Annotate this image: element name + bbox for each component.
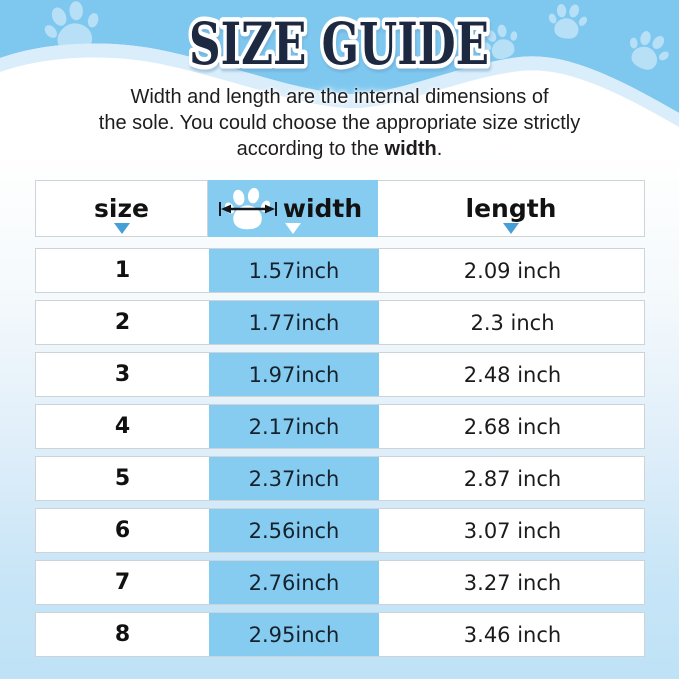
down-triangle-icon — [113, 223, 130, 234]
size-cell: 8 — [114, 622, 131, 647]
wave-background — [0, 0, 679, 127]
table-row: 1 1.57inch 2.09 inch — [35, 248, 645, 293]
length-cell: 3.07 inch — [463, 518, 562, 543]
description-line3-suffix: . — [436, 138, 443, 160]
description-line3-prefix: according to the — [236, 138, 385, 160]
header-banner: SIZE GUIDE — [0, 0, 679, 150]
width-cell: 2.56inch — [209, 509, 379, 552]
size-table: size width — [35, 180, 645, 657]
width-cell: 1.97inch — [209, 353, 379, 396]
description-line: the sole. You could choose the appropria… — [98, 112, 581, 134]
description-line: Width and length are the internal dimens… — [130, 86, 549, 108]
table-row: 5 2.37inch 2.87 inch — [35, 456, 645, 501]
length-header-label: length — [465, 194, 557, 223]
length-cell: 2.3 inch — [470, 310, 555, 335]
description-bold-width: width — [384, 138, 437, 160]
size-cell: 6 — [114, 518, 131, 543]
width-cell: 1.77inch — [209, 301, 379, 344]
paw-width-icon — [218, 186, 277, 232]
horizontal-double-arrow-icon — [218, 201, 277, 216]
size-cell: 2 — [114, 310, 131, 335]
table-row: 7 2.76inch 3.27 inch — [35, 560, 645, 605]
description: Width and length are the internal dimens… — [0, 84, 679, 162]
description-line: according to the width. — [0, 136, 679, 162]
length-cell: 2.68 inch — [463, 414, 562, 439]
width-cell: 2.17inch — [209, 405, 379, 448]
size-header-label: size — [94, 194, 149, 223]
column-header-width: width — [208, 180, 378, 237]
size-cell: 3 — [114, 362, 131, 387]
size-cell: 5 — [114, 466, 131, 491]
title-banner: SIZE GUIDE — [185, 6, 494, 83]
size-cell: 4 — [114, 414, 131, 439]
down-triangle-icon — [503, 223, 519, 234]
width-cell: 2.37inch — [209, 457, 379, 500]
page-title: SIZE GUIDE — [189, 10, 489, 78]
table-row: 3 1.97inch 2.48 inch — [35, 352, 645, 397]
table-row: 4 2.17inch 2.68 inch — [35, 404, 645, 449]
table-header-row: size width — [35, 180, 645, 237]
length-cell: 2.48 inch — [463, 362, 562, 387]
size-cell: 7 — [114, 570, 131, 595]
table-row: 8 2.95inch 3.46 inch — [35, 612, 645, 657]
length-cell: 3.27 inch — [463, 570, 562, 595]
width-cell: 2.95inch — [209, 613, 379, 656]
width-cell: 2.76inch — [209, 561, 379, 604]
length-cell: 2.09 inch — [463, 258, 562, 283]
width-cell: 1.57inch — [209, 249, 379, 292]
length-cell: 3.46 inch — [463, 622, 562, 647]
width-header-label: width — [282, 194, 363, 223]
table-row: 6 2.56inch 3.07 inch — [35, 508, 645, 553]
length-cell: 2.87 inch — [463, 466, 562, 491]
down-triangle-icon — [284, 223, 301, 234]
column-header-size: size — [35, 180, 208, 237]
size-cell: 1 — [114, 258, 131, 283]
column-header-length: length — [378, 180, 645, 237]
table-row: 2 1.77inch 2.3 inch — [35, 300, 645, 345]
